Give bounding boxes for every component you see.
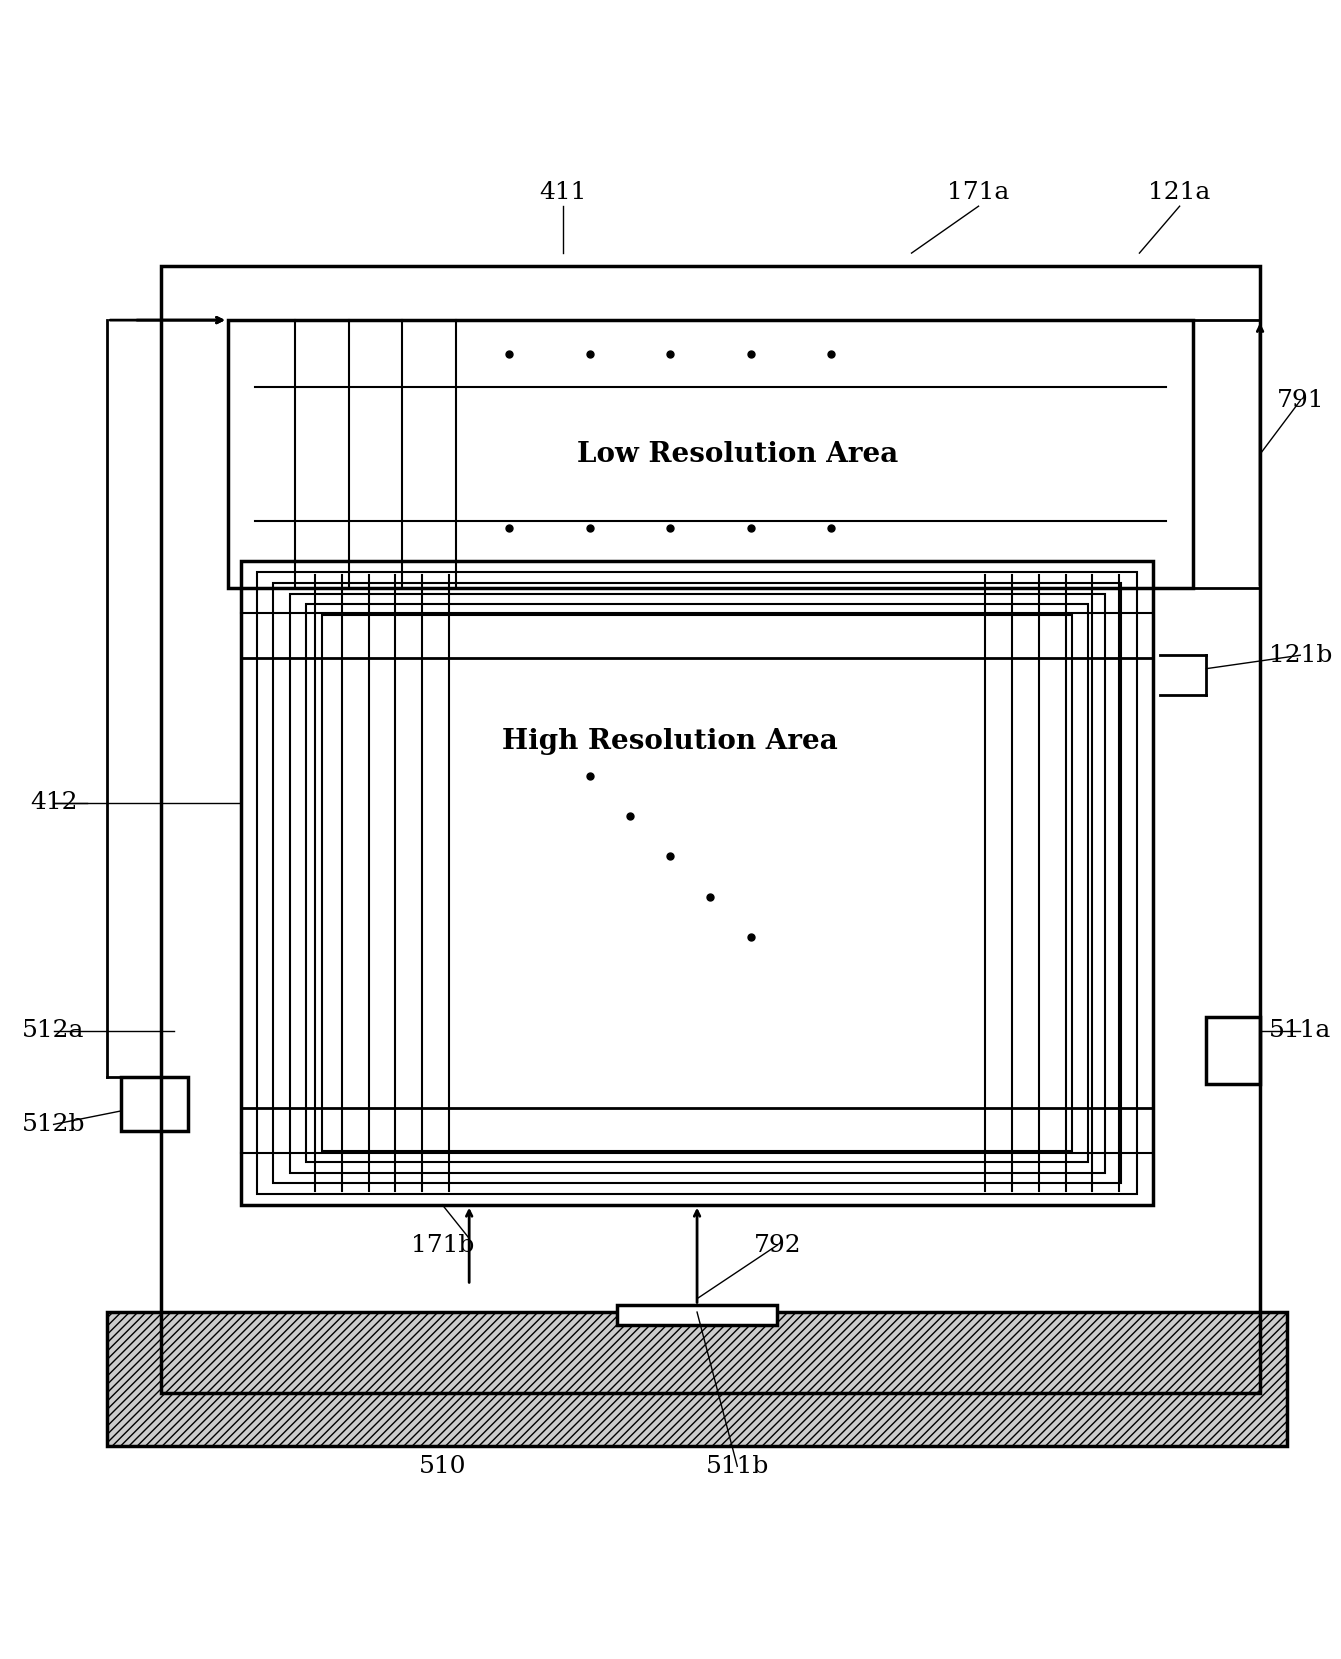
- Bar: [274, 582, 1121, 1183]
- Text: 511a: 511a: [1269, 1019, 1332, 1042]
- Text: 512b: 512b: [21, 1113, 86, 1136]
- Bar: [1207, 1017, 1261, 1085]
- Bar: [241, 561, 1153, 1204]
- Bar: [257, 572, 1137, 1194]
- Bar: [617, 1306, 778, 1326]
- Text: 791: 791: [1277, 390, 1324, 411]
- Bar: [121, 1077, 188, 1131]
- Text: 121b: 121b: [1269, 644, 1332, 667]
- Bar: [306, 604, 1089, 1161]
- Text: High Resolution Area: High Resolution Area: [503, 728, 838, 755]
- Text: 512a: 512a: [23, 1019, 84, 1042]
- Text: 411: 411: [539, 181, 587, 204]
- Text: 121a: 121a: [1148, 181, 1211, 204]
- Text: 412: 412: [30, 791, 78, 815]
- Text: 171a: 171a: [947, 181, 1010, 204]
- Bar: [107, 1312, 1287, 1447]
- Text: 171b: 171b: [410, 1234, 475, 1256]
- Text: Low Resolution Area: Low Resolution Area: [577, 441, 898, 468]
- Bar: [322, 615, 1073, 1151]
- Bar: [228, 320, 1193, 589]
- Bar: [161, 267, 1261, 1392]
- Text: 792: 792: [754, 1234, 802, 1256]
- Text: 511b: 511b: [705, 1455, 768, 1478]
- Text: 510: 510: [418, 1455, 467, 1478]
- Bar: [290, 594, 1105, 1173]
